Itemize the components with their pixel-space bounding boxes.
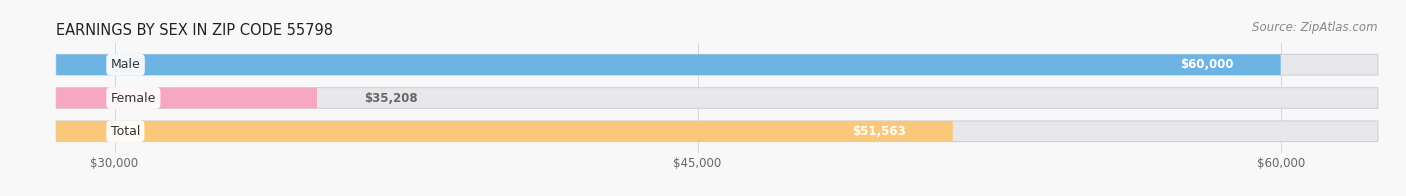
Text: Total: Total: [111, 125, 141, 138]
FancyBboxPatch shape: [56, 88, 316, 108]
Text: $35,208: $35,208: [364, 92, 418, 104]
FancyBboxPatch shape: [56, 54, 1378, 75]
Text: $51,563: $51,563: [852, 125, 905, 138]
Text: $60,000: $60,000: [1181, 58, 1234, 71]
FancyBboxPatch shape: [56, 121, 1378, 142]
Text: EARNINGS BY SEX IN ZIP CODE 55798: EARNINGS BY SEX IN ZIP CODE 55798: [56, 23, 333, 38]
Text: Female: Female: [111, 92, 156, 104]
Text: Male: Male: [111, 58, 141, 71]
FancyBboxPatch shape: [56, 54, 1281, 75]
Text: Source: ZipAtlas.com: Source: ZipAtlas.com: [1253, 21, 1378, 34]
FancyBboxPatch shape: [56, 121, 953, 142]
FancyBboxPatch shape: [56, 88, 1378, 108]
